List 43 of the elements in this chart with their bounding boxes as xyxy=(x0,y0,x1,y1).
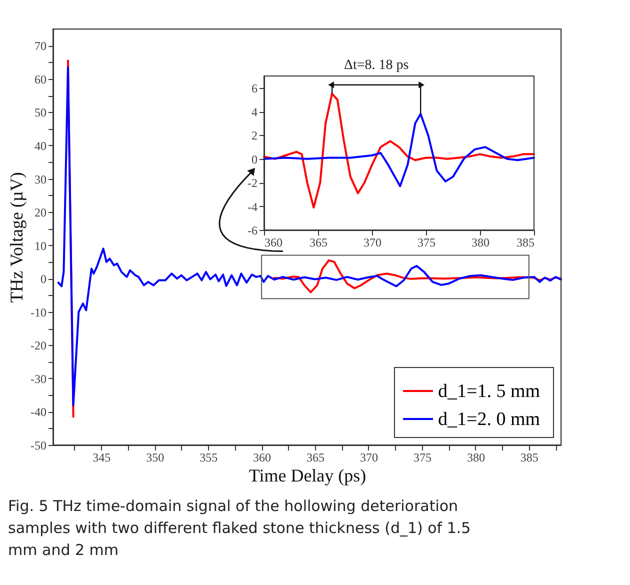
y-tick-label: -2 xyxy=(248,176,258,190)
y-tick-label: 10 xyxy=(34,238,46,253)
x-tick-label: 375 xyxy=(418,236,436,250)
x-axis-title: Time Delay (ps) xyxy=(248,466,366,486)
line-series xyxy=(263,92,535,208)
y-tick-label: 50 xyxy=(34,106,46,120)
x-tick-label: 345 xyxy=(92,450,111,464)
y-tick-label: 2 xyxy=(252,128,258,143)
x-tick-label: 355 xyxy=(200,450,218,464)
y-tick-label: -30 xyxy=(30,372,46,386)
y-tick-label: 60 xyxy=(34,72,46,86)
legend-label: d_1=1. 5 mm xyxy=(438,381,540,402)
x-tick-label: 380 xyxy=(466,450,485,464)
y-tick-label: 0 xyxy=(40,272,46,286)
x-tick-label: 360 xyxy=(253,450,272,464)
x-tick-label: 370 xyxy=(360,450,378,464)
y-tick-label: 4 xyxy=(252,105,258,120)
y-tick-label: 6 xyxy=(252,81,258,96)
annotation: Δt=8. 18 ps xyxy=(344,58,409,73)
y-tick-label: -4 xyxy=(248,200,258,214)
y-tick-label: -6 xyxy=(248,224,258,238)
y-tick-label: -20 xyxy=(30,338,46,353)
y-tick-label: 20 xyxy=(34,206,46,220)
x-tick-label: 365 xyxy=(310,236,328,250)
x-tick-label: 380 xyxy=(472,236,490,250)
caption: Fig. 5 THz time-domain signal of the hollowing deterioration samples with two different flaked stone thickness (d_1) of 1.5 mm and 2 mm xyxy=(8,497,471,559)
x-tick-label: 370 xyxy=(364,236,382,250)
y-tick-label: 30 xyxy=(34,172,46,186)
x-tick-label: 375 xyxy=(413,450,432,464)
y-tick-label: -50 xyxy=(30,438,46,452)
x-tick-label: 365 xyxy=(306,450,325,464)
y-tick-label: 70 xyxy=(34,39,46,54)
y-tick-label: 0 xyxy=(252,152,258,166)
x-tick-label: 360 xyxy=(264,236,282,250)
x-tick-label: 385 xyxy=(520,450,538,464)
y-axis-title: THz Voltage (µV) xyxy=(6,172,27,303)
y-tick-label: -10 xyxy=(30,305,46,320)
y-tick-label: -40 xyxy=(30,405,46,420)
x-tick-label: 385 xyxy=(516,236,534,250)
legend-label: d_1=2. 0 mm xyxy=(438,409,540,430)
y-tick-label: 40 xyxy=(34,138,46,153)
line-series xyxy=(263,112,535,188)
x-tick-label: 350 xyxy=(146,450,164,464)
